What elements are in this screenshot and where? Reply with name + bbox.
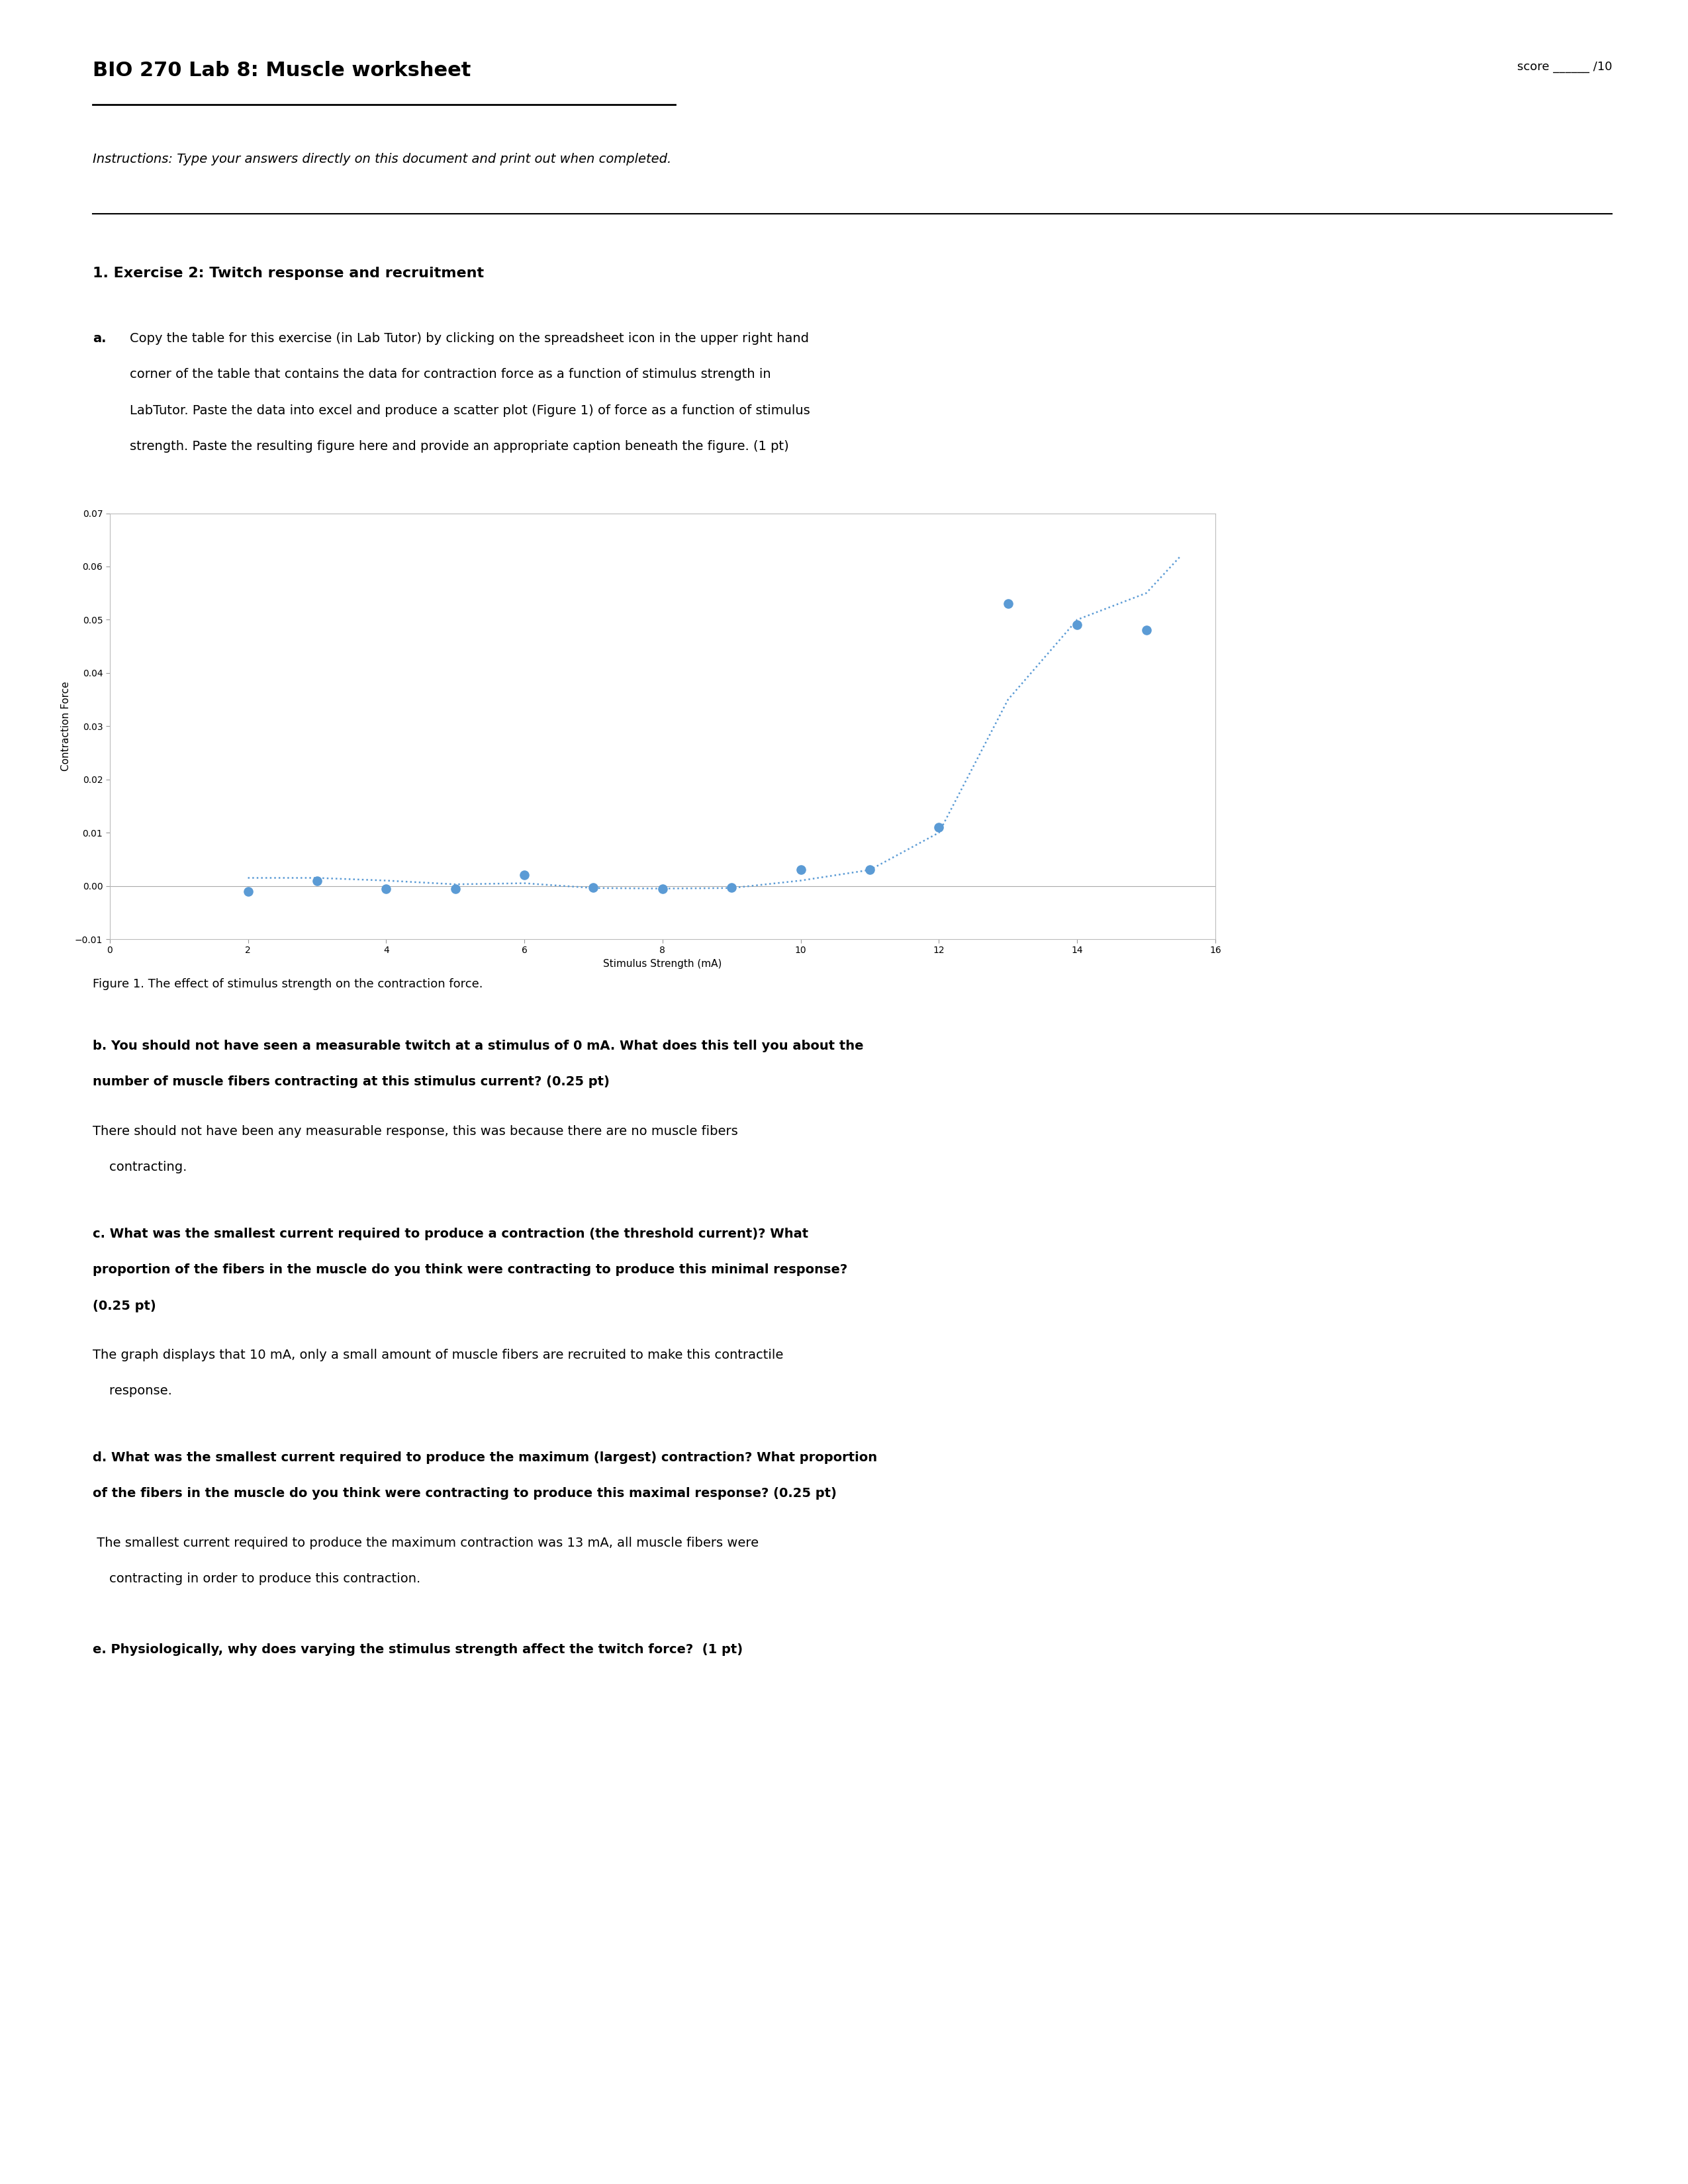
Point — [581, 869, 608, 904]
Text: The graph displays that 10 mA, only a small amount of muscle fibers are recruite: The graph displays that 10 mA, only a sm… — [93, 1350, 783, 1361]
Text: 1. Exercise 2: Twitch response and recruitment: 1. Exercise 2: Twitch response and recru… — [93, 266, 484, 280]
Point — [1133, 614, 1160, 649]
Text: e. Physiologically, why does varying the stimulus strength affect the twitch for: e. Physiologically, why does varying the… — [93, 1645, 743, 1655]
Text: LabTutor. Paste the data into excel and produce a scatter plot (Figure 1) of for: LabTutor. Paste the data into excel and … — [130, 404, 810, 417]
Point — [787, 852, 814, 887]
Text: contracting in order to produce this contraction.: contracting in order to produce this con… — [93, 1572, 420, 1586]
Text: BIO 270 Lab 8: Muscle worksheet: BIO 270 Lab 8: Muscle worksheet — [93, 61, 471, 81]
Text: There should not have been any measurable response, this was because there are n: There should not have been any measurabl… — [93, 1125, 738, 1138]
Text: Instructions: Type your answers directly on this document and print out when com: Instructions: Type your answers directly… — [93, 153, 672, 166]
Text: Figure 1. The effect of stimulus strength on the contraction force.: Figure 1. The effect of stimulus strengt… — [93, 978, 483, 989]
Text: (0.25 pt): (0.25 pt) — [93, 1299, 157, 1313]
Text: of the fibers in the muscle do you think were contracting to produce this maxima: of the fibers in the muscle do you think… — [93, 1487, 837, 1500]
Point — [717, 869, 744, 904]
Text: d. What was the smallest current required to produce the maximum (largest) contr: d. What was the smallest current require… — [93, 1452, 878, 1463]
Text: Copy the table for this exercise (in Lab Tutor) by clicking on the spreadsheet i: Copy the table for this exercise (in Lab… — [130, 332, 809, 345]
Point — [994, 585, 1021, 620]
Point — [648, 871, 675, 906]
Text: score ______ /10: score ______ /10 — [1518, 61, 1612, 72]
Text: strength. Paste the resulting figure here and provide an appropriate caption ben: strength. Paste the resulting figure her… — [130, 441, 788, 452]
Text: contracting.: contracting. — [93, 1162, 187, 1173]
Point — [235, 874, 262, 909]
Point — [925, 810, 952, 845]
Point — [373, 871, 400, 906]
Text: The smallest current required to produce the maximum contraction was 13 mA, all : The smallest current required to produce… — [93, 1538, 760, 1548]
Text: number of muscle fibers contracting at this stimulus current? (0.25 pt): number of muscle fibers contracting at t… — [93, 1077, 609, 1088]
Y-axis label: Contraction Force: Contraction Force — [61, 681, 71, 771]
Text: c. What was the smallest current required to produce a contraction (the threshol: c. What was the smallest current require… — [93, 1227, 809, 1241]
Text: proportion of the fibers in the muscle do you think were contracting to produce : proportion of the fibers in the muscle d… — [93, 1265, 847, 1275]
Point — [442, 871, 469, 906]
Point — [511, 858, 538, 893]
Text: response.: response. — [93, 1385, 172, 1398]
Text: corner of the table that contains the data for contraction force as a function o: corner of the table that contains the da… — [130, 369, 771, 380]
Text: a.: a. — [93, 332, 106, 345]
Point — [856, 852, 883, 887]
Point — [304, 863, 331, 898]
X-axis label: Stimulus Strength (mA): Stimulus Strength (mA) — [603, 959, 722, 970]
Point — [1063, 607, 1090, 642]
Text: b. You should not have seen a measurable twitch at a stimulus of 0 mA. What does: b. You should not have seen a measurable… — [93, 1040, 864, 1053]
